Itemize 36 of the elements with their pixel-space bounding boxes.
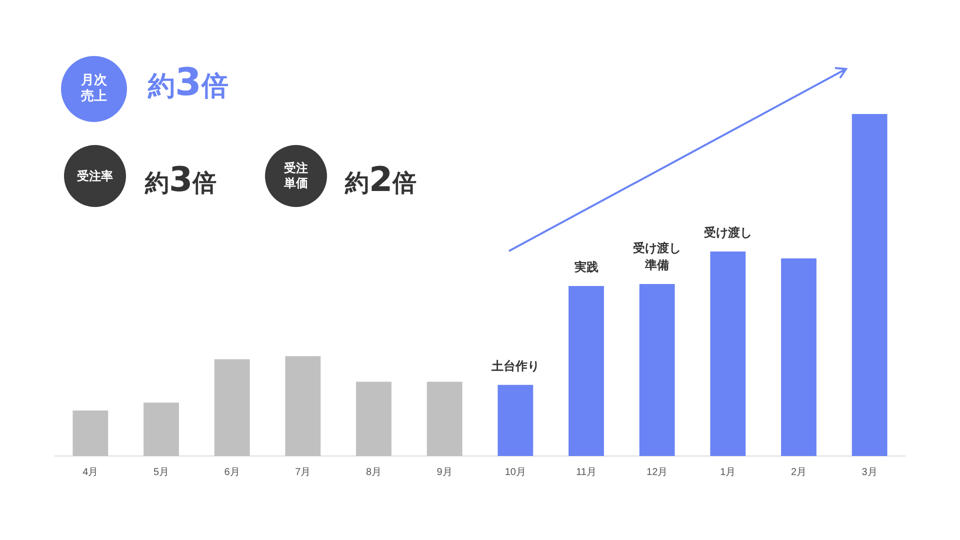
bar bbox=[72, 410, 108, 456]
x-tick-label: 5月 bbox=[153, 466, 170, 478]
annotation: 受注率 bbox=[77, 168, 113, 184]
circle-badge: 月次売上 bbox=[61, 56, 127, 122]
text: 約3倍 bbox=[148, 60, 228, 104]
x-tick-label: 7月 bbox=[295, 466, 311, 478]
bar bbox=[144, 402, 179, 456]
annotation: 実践 bbox=[573, 260, 598, 274]
bar bbox=[498, 384, 534, 456]
annotation: 受け渡し bbox=[702, 226, 752, 240]
annotation: 受け渡し準備 bbox=[632, 241, 682, 272]
annotation: 約2倍 bbox=[345, 160, 417, 200]
x-tick-label: 2月 bbox=[790, 466, 807, 478]
annotation: 約3倍 bbox=[145, 160, 217, 200]
bar bbox=[568, 286, 604, 456]
x-tick-label: 4月 bbox=[82, 466, 98, 478]
bar bbox=[639, 284, 675, 456]
x-tick-label: 10月 bbox=[504, 466, 526, 478]
x-tick-label: 12月 bbox=[646, 466, 668, 478]
bar bbox=[214, 359, 250, 456]
x-tick-label: 9月 bbox=[436, 466, 452, 478]
annotation: 土台作り bbox=[490, 358, 540, 373]
bar bbox=[285, 356, 321, 456]
x-tick-label: 11月 bbox=[576, 466, 596, 478]
bar bbox=[710, 251, 746, 456]
bar bbox=[356, 382, 392, 456]
circle-badge: 受注単価 bbox=[265, 145, 327, 207]
x-tick-label: 1月 bbox=[720, 466, 736, 478]
x-tick-label: 3月 bbox=[862, 466, 878, 478]
annotation: 受注単価 bbox=[283, 161, 309, 191]
bar bbox=[426, 382, 462, 456]
bar bbox=[781, 258, 816, 456]
x-tick-label: 8月 bbox=[366, 466, 382, 478]
circle-badge: 受注率 bbox=[64, 145, 126, 207]
x-tick-label: 6月 bbox=[224, 466, 240, 478]
bar bbox=[852, 114, 888, 456]
